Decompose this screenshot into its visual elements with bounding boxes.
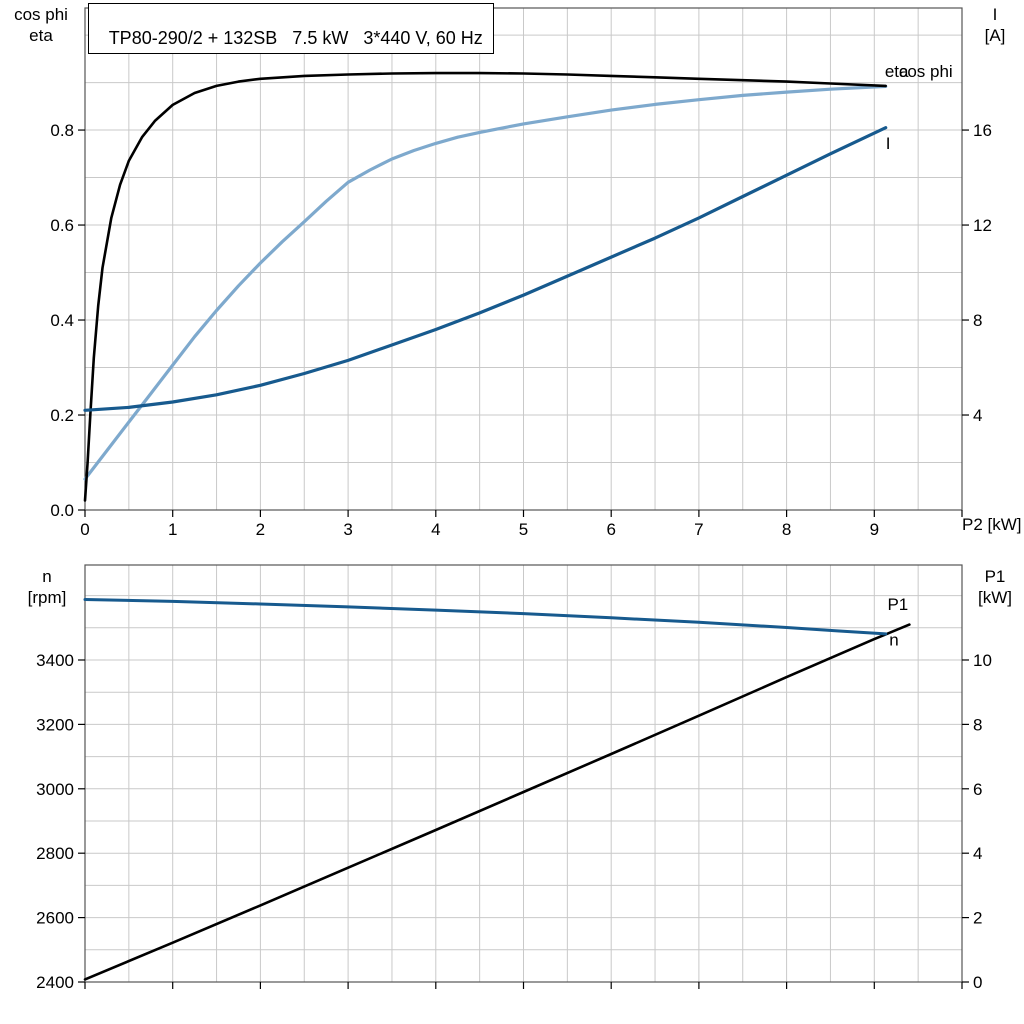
x-tick-label: 2	[256, 520, 265, 539]
x-tick-label: 8	[782, 520, 791, 539]
y-right-tick-label: 6	[973, 780, 982, 799]
bottom-left-axis-title: n [rpm]	[14, 566, 80, 609]
x-tick-label: 0	[80, 520, 89, 539]
axis-label-cos-phi: cos phi	[14, 5, 68, 24]
gridlines-bottom	[84, 565, 963, 983]
y-left-tick-label: 0.4	[50, 311, 74, 330]
i-curve-label: I	[886, 134, 891, 153]
y-right-tick-label: 4	[973, 406, 982, 425]
eta-curve	[83, 84, 888, 481]
x-tick-label: 9	[870, 520, 879, 539]
x-tick-label: 3	[343, 520, 352, 539]
p1-curve	[83, 623, 911, 981]
axis-label-current: I	[992, 5, 998, 24]
chart-title: TP80-290/2 + 132SB 7.5 kW 3*440 V, 60 Hz	[108, 28, 483, 48]
cos-phi-curve-label: cos phi	[899, 62, 953, 81]
y-left-tick-label: 0.6	[50, 216, 74, 235]
y-left-tick-label: 2800	[36, 844, 74, 863]
n-curve-label: n	[889, 631, 898, 650]
axis-label-p1-unit: [kW]	[978, 588, 1012, 608]
y-right-tick-label: 2	[973, 909, 982, 928]
x-tick-label: 1	[168, 520, 177, 539]
axis-label-current-unit: [A]	[984, 26, 1006, 46]
y-left-tick-label: 3000	[36, 780, 74, 799]
y-right-tick-label: 10	[973, 651, 992, 670]
p1-curve-label: P1	[887, 595, 908, 614]
eta-curve-label: eta	[885, 62, 909, 81]
y-right-tick-label: 0	[973, 973, 982, 992]
y-right-tick-label: 4	[973, 844, 982, 863]
axis-label-speed: n	[42, 567, 52, 586]
y-left-tick-label: 3200	[36, 715, 74, 734]
ticks-bottom: 2400 2600 2800 3000 3200 3400 0 2 4 6 8 10	[36, 651, 992, 992]
y-left-tick-label: 0.0	[50, 501, 74, 520]
bottom-right-axis-title: P1 [kW]	[968, 566, 1022, 609]
y-left-tick-label: 0.8	[50, 121, 74, 140]
x-tick-label: 4	[431, 520, 440, 539]
y-right-tick-label: 8	[973, 715, 982, 734]
chart-panel-bottom: 2400 2600 2800 3000 3200 3400 0 2 4 6 8 10 P1 n	[36, 564, 992, 992]
y-left-tick-label: 2400	[36, 973, 74, 992]
axis-label-eta: eta	[29, 26, 53, 46]
chart-title-box: TP80-290/2 + 132SB 7.5 kW 3*440 V, 60 Hz	[88, 3, 494, 54]
y-right-tick-label: 12	[973, 216, 992, 235]
y-left-tick-label: 2600	[36, 909, 74, 928]
top-right-axis-title: I [A]	[970, 4, 1020, 47]
axis-label-p1: P1	[984, 567, 1006, 586]
cos-phi-curve	[83, 71, 888, 502]
x-tick-label: 7	[694, 520, 703, 539]
axis-label-speed-unit: [rpm]	[27, 588, 67, 608]
y-left-tick-label: 3400	[36, 651, 74, 670]
y-right-tick-label: 16	[973, 121, 992, 140]
y-left-tick-label: 0.2	[50, 406, 74, 425]
i-curve	[83, 126, 888, 412]
x-tick-label: 5	[519, 520, 528, 539]
n-curve	[83, 598, 888, 636]
x-tick-label: 6	[606, 520, 615, 539]
top-left-axis-title: cos phi eta	[2, 4, 80, 47]
y-right-tick-label: 8	[973, 311, 982, 330]
x-axis-label-p2: P2 [kW]	[962, 515, 1022, 534]
